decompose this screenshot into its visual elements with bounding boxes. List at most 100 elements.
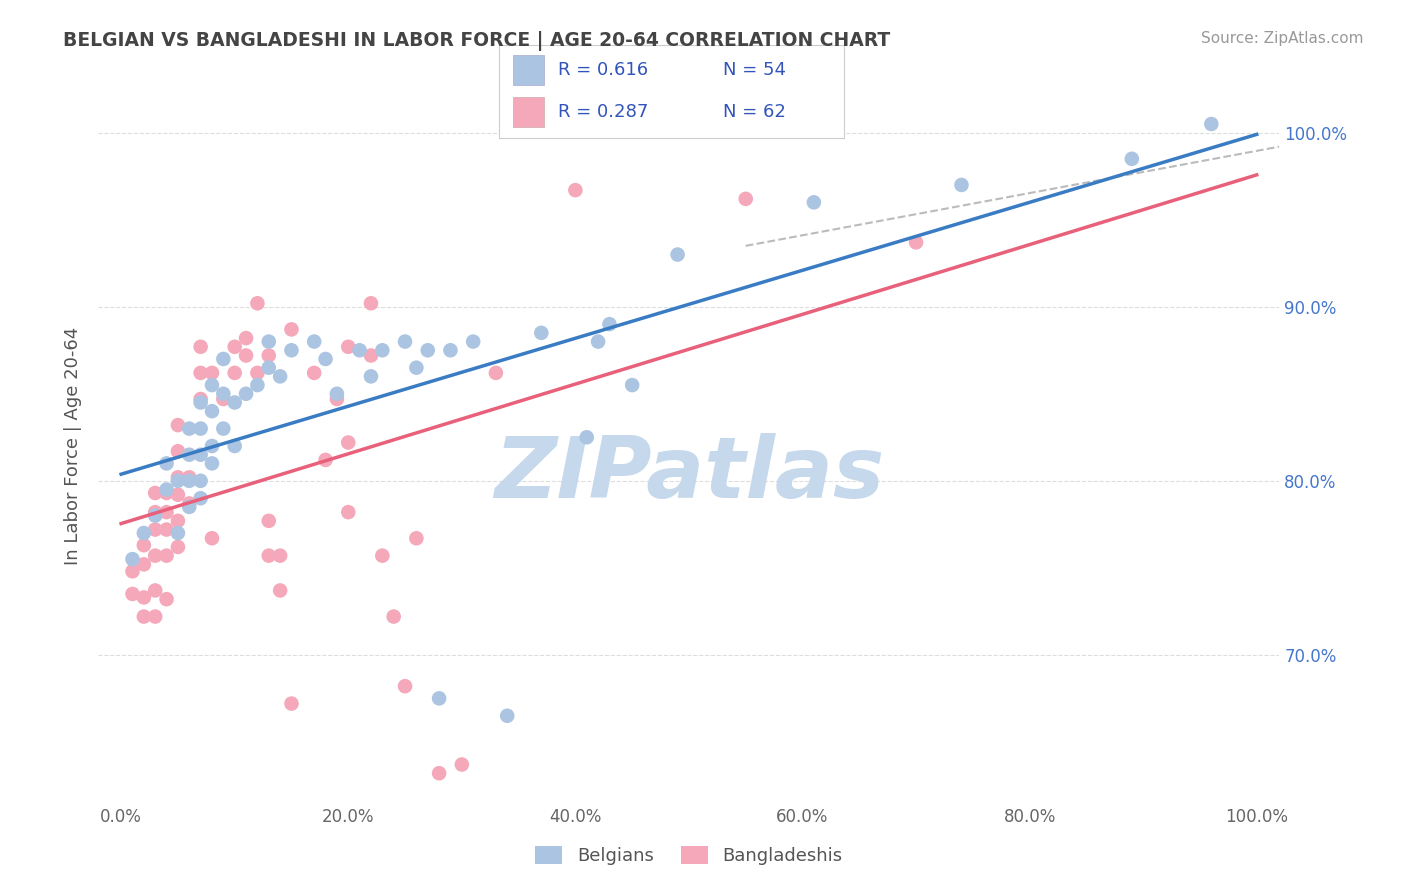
Text: N = 54: N = 54 bbox=[723, 62, 786, 79]
Point bbox=[212, 351, 235, 366]
Point bbox=[212, 386, 235, 401]
Point bbox=[201, 531, 224, 545]
Point bbox=[621, 378, 644, 392]
Text: BELGIAN VS BANGLADESHI IN LABOR FORCE | AGE 20-64 CORRELATION CHART: BELGIAN VS BANGLADESHI IN LABOR FORCE | … bbox=[63, 31, 890, 51]
Point bbox=[167, 488, 190, 502]
Point bbox=[257, 549, 280, 563]
Point bbox=[201, 378, 224, 392]
Point bbox=[598, 317, 620, 331]
Point bbox=[427, 766, 450, 780]
Point bbox=[155, 457, 177, 471]
Point bbox=[450, 757, 472, 772]
Point bbox=[190, 491, 212, 506]
Point bbox=[179, 500, 201, 514]
Point bbox=[167, 444, 190, 458]
Point bbox=[132, 609, 155, 624]
Point bbox=[530, 326, 553, 340]
Point bbox=[167, 470, 190, 484]
Point bbox=[950, 178, 973, 192]
Point bbox=[269, 549, 291, 563]
Point bbox=[179, 421, 201, 435]
Point bbox=[257, 334, 280, 349]
Point bbox=[190, 421, 212, 435]
Point bbox=[326, 386, 349, 401]
Point bbox=[235, 331, 257, 345]
Point bbox=[143, 523, 166, 537]
Point bbox=[190, 392, 212, 406]
Y-axis label: In Labor Force | Age 20-64: In Labor Force | Age 20-64 bbox=[65, 326, 83, 566]
Point bbox=[224, 395, 246, 409]
Bar bbox=[513, 97, 544, 127]
Point bbox=[201, 404, 224, 418]
Point bbox=[405, 531, 427, 545]
Point bbox=[666, 247, 689, 261]
Bar bbox=[513, 55, 544, 85]
Point bbox=[315, 351, 337, 366]
Point bbox=[167, 526, 190, 541]
Point bbox=[371, 343, 394, 358]
Point bbox=[224, 439, 246, 453]
Point bbox=[132, 591, 155, 605]
Point bbox=[337, 435, 360, 450]
Point bbox=[1201, 117, 1223, 131]
Point bbox=[246, 366, 269, 380]
Point bbox=[179, 474, 201, 488]
Point bbox=[360, 369, 382, 384]
Point bbox=[143, 609, 166, 624]
Point bbox=[212, 421, 235, 435]
Point bbox=[280, 322, 302, 336]
Point bbox=[201, 439, 224, 453]
Point bbox=[201, 457, 224, 471]
Point bbox=[179, 496, 201, 510]
Point bbox=[190, 340, 212, 354]
Point bbox=[143, 583, 166, 598]
Point bbox=[394, 334, 416, 349]
Point bbox=[1121, 152, 1143, 166]
Point bbox=[121, 552, 143, 566]
Point bbox=[190, 448, 212, 462]
Point bbox=[427, 691, 450, 706]
Point bbox=[155, 486, 177, 500]
Point bbox=[575, 430, 598, 444]
Point bbox=[179, 448, 201, 462]
Point bbox=[167, 474, 190, 488]
Point bbox=[155, 523, 177, 537]
Point bbox=[360, 349, 382, 363]
Point bbox=[586, 334, 609, 349]
Point bbox=[257, 360, 280, 375]
Point bbox=[167, 514, 190, 528]
Point bbox=[269, 369, 291, 384]
Text: Source: ZipAtlas.com: Source: ZipAtlas.com bbox=[1201, 31, 1364, 46]
Point bbox=[326, 392, 349, 406]
Point bbox=[179, 470, 201, 484]
Point bbox=[121, 564, 143, 578]
Point bbox=[224, 340, 246, 354]
Point bbox=[167, 418, 190, 433]
Point bbox=[463, 334, 485, 349]
Point bbox=[246, 296, 269, 310]
Text: N = 62: N = 62 bbox=[723, 103, 786, 120]
Point bbox=[439, 343, 461, 358]
Point bbox=[315, 453, 337, 467]
Point bbox=[224, 366, 246, 380]
Point bbox=[246, 378, 269, 392]
Point bbox=[121, 587, 143, 601]
Point bbox=[167, 540, 190, 554]
Point bbox=[337, 505, 360, 519]
Point bbox=[371, 549, 394, 563]
Point bbox=[190, 474, 212, 488]
Point bbox=[155, 549, 177, 563]
Point bbox=[235, 386, 257, 401]
Point bbox=[155, 505, 177, 519]
Point bbox=[190, 395, 212, 409]
Point bbox=[405, 360, 427, 375]
Point bbox=[302, 366, 325, 380]
Point bbox=[269, 583, 291, 598]
Point bbox=[803, 195, 825, 210]
Point bbox=[394, 679, 416, 693]
Point bbox=[302, 334, 325, 349]
Point bbox=[564, 183, 586, 197]
Point bbox=[132, 538, 155, 552]
Point bbox=[143, 549, 166, 563]
Point bbox=[235, 349, 257, 363]
